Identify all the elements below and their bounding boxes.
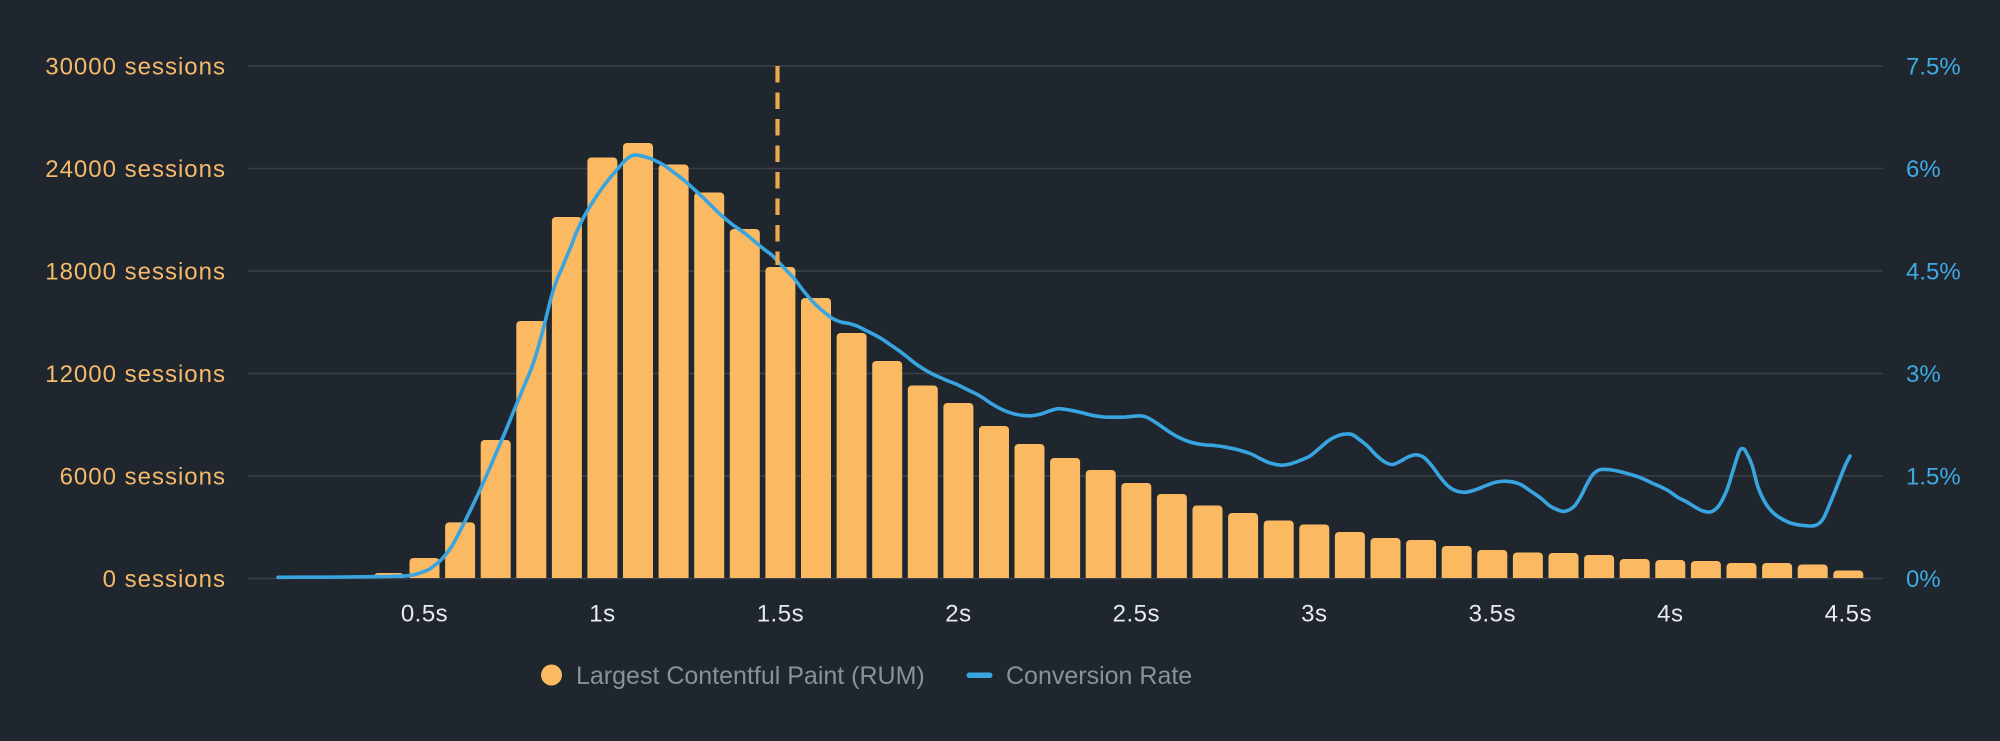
svg-text:1.5%: 1.5%: [1906, 464, 1961, 491]
svg-text:3%: 3%: [1906, 361, 1941, 388]
svg-text:2.5s: 2.5s: [1113, 601, 1160, 628]
svg-text:24000 sessions: 24000 sessions: [45, 156, 226, 183]
svg-text:0 sessions: 0 sessions: [103, 566, 226, 593]
svg-text:Largest Contentful Paint (RUM): Largest Contentful Paint (RUM): [576, 662, 925, 690]
svg-text:1.5s: 1.5s: [757, 601, 804, 628]
svg-text:3s: 3s: [1301, 601, 1327, 628]
svg-text:7.5%: 7.5%: [1906, 54, 1961, 81]
svg-text:6000 sessions: 6000 sessions: [60, 464, 226, 491]
svg-text:12000 sessions: 12000 sessions: [45, 361, 226, 388]
svg-text:6%: 6%: [1906, 156, 1941, 183]
svg-text:4.5s: 4.5s: [1825, 601, 1872, 628]
svg-text:0.5s: 0.5s: [401, 601, 448, 628]
svg-text:0%: 0%: [1906, 566, 1941, 593]
svg-text:4s: 4s: [1657, 601, 1683, 628]
svg-text:18000 sessions: 18000 sessions: [45, 259, 226, 286]
svg-text:30000 sessions: 30000 sessions: [45, 54, 226, 81]
svg-text:1s: 1s: [589, 601, 615, 628]
svg-text:2s: 2s: [945, 601, 971, 628]
svg-text:3.5s: 3.5s: [1469, 601, 1516, 628]
svg-text:Conversion Rate: Conversion Rate: [1006, 662, 1192, 690]
svg-text:4.5%: 4.5%: [1906, 259, 1961, 286]
